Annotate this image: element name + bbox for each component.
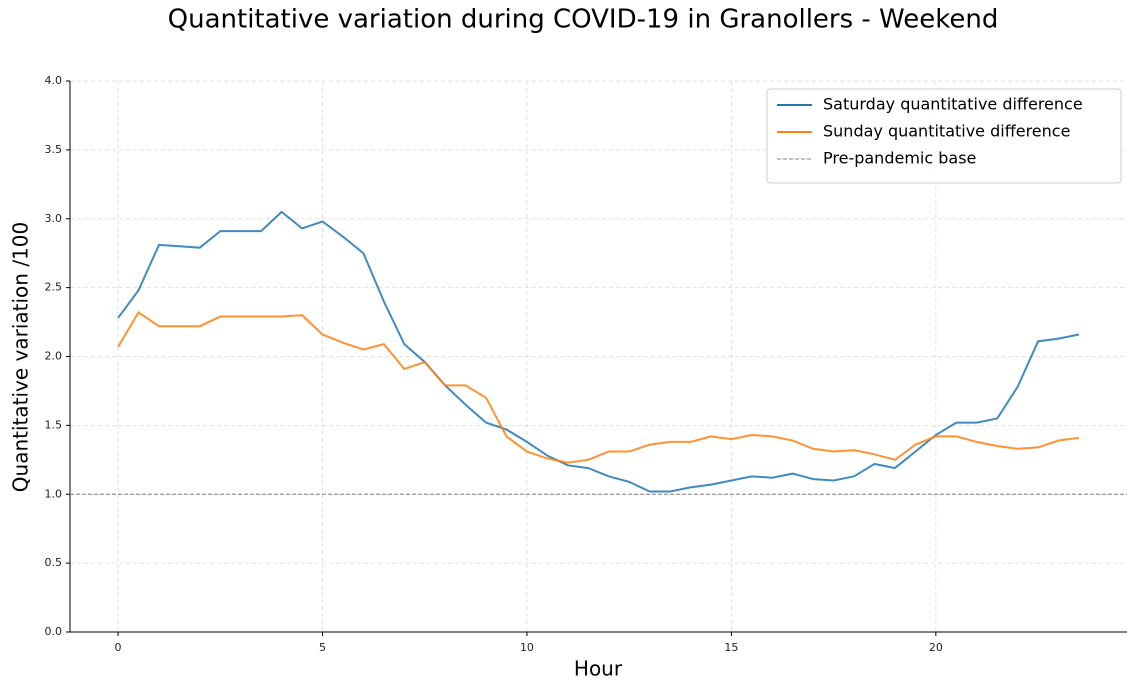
series-line (117, 210, 1080, 493)
y-tick-label: 3.5 (45, 143, 63, 156)
y-tick-label: 2.5 (45, 281, 63, 294)
legend-label: Pre-pandemic base (823, 149, 976, 168)
x-tick-label: 0 (115, 641, 122, 654)
x-tick-label: 20 (929, 641, 943, 654)
y-tick-label: 2.0 (45, 350, 63, 363)
x-tick-label: 5 (319, 641, 326, 654)
y-axis-label: Quantitative variation /100 (9, 222, 33, 492)
legend-label: Sunday quantitative difference (823, 122, 1070, 141)
x-tick-label: 15 (724, 641, 738, 654)
legend-label: Saturday quantitative difference (823, 95, 1083, 114)
y-tick-label: 4.0 (45, 74, 63, 87)
legend-box (766, 88, 1122, 184)
y-tick-label: 1.0 (45, 487, 63, 500)
y-tick-label: 1.5 (45, 418, 63, 431)
y-tick-label: 0.0 (45, 625, 63, 638)
x-axis-label: Hour (574, 657, 623, 681)
y-tick-label: 0.5 (45, 556, 63, 569)
y-tick-label: 3.0 (45, 212, 63, 225)
series-line (117, 310, 1080, 464)
chart-title: Quantitative variation during COVID-19 i… (168, 5, 999, 35)
x-tick-label: 10 (520, 641, 534, 654)
